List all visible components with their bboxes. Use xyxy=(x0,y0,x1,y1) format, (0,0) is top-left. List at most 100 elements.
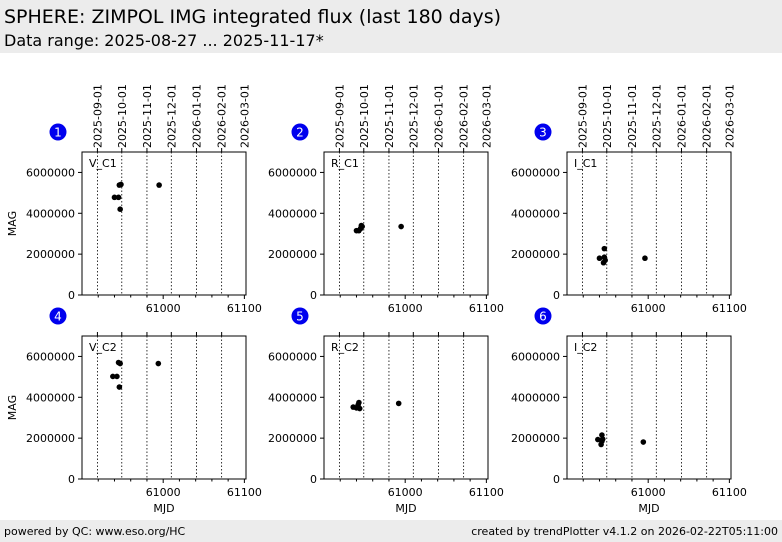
y-tick-label: 6000000 xyxy=(511,166,560,179)
y-tick-label: 2000000 xyxy=(26,432,75,445)
y-tick-label: 0 xyxy=(68,289,75,302)
y-tick-label: 4000000 xyxy=(268,391,317,404)
panel-number: 4 xyxy=(54,310,62,324)
series-label: R_C1 xyxy=(331,157,359,170)
x-tick-label: 61100 xyxy=(469,302,504,315)
y-tick-label: 6000000 xyxy=(26,166,75,179)
y-tick-label: 0 xyxy=(310,473,317,486)
top-date-label: 2026-02-01 xyxy=(458,84,471,148)
x-axis-label: MJD xyxy=(395,502,416,515)
panel-2: 0 2000000 4000000 6000000 61000 61100 2025-09-… xyxy=(268,84,504,315)
series-label: R_C2 xyxy=(331,341,359,354)
top-date-label: 2026-01-01 xyxy=(675,84,688,148)
top-date-label: 2026-01-01 xyxy=(190,84,203,148)
y-tick-label: 6000000 xyxy=(511,350,560,363)
top-date-label: 2025-12-01 xyxy=(407,84,420,148)
top-date-label: 2025-12-01 xyxy=(650,84,663,148)
panel-number: 6 xyxy=(539,310,547,324)
y-tick-label: 0 xyxy=(553,289,560,302)
top-date-label: 2025-11-01 xyxy=(626,84,639,148)
panel-1: 0 2000000 4000000 6000000 61000 61100 2025-09-… xyxy=(6,84,262,315)
panel-number-badge xyxy=(291,123,309,141)
panel-number-badge xyxy=(49,307,67,325)
page-subtitle: Data range: 2025-08-27 ... 2025-11-17* xyxy=(4,31,324,50)
top-date-label: 2026-03-01 xyxy=(480,84,493,148)
series-label: I_C1 xyxy=(574,157,597,170)
data-point xyxy=(601,245,608,252)
data-point xyxy=(114,373,120,380)
top-date-label: 2025-11-01 xyxy=(141,84,154,148)
y-axis-label: MAG xyxy=(6,395,19,420)
y-tick-label: 2000000 xyxy=(26,248,75,261)
y-tick-label: 2000000 xyxy=(511,248,560,261)
x-tick-label: 61000 xyxy=(388,302,423,315)
x-tick-label: 61100 xyxy=(712,486,747,499)
data-point xyxy=(118,181,124,188)
page-title: SPHERE: ZIMPOL IMG integrated flux (last… xyxy=(4,6,502,28)
y-tick-label: 6000000 xyxy=(26,350,75,363)
data-point xyxy=(156,182,162,188)
data-point xyxy=(359,223,365,230)
y-tick-label: 6000000 xyxy=(268,350,317,363)
top-date-label: 2025-10-01 xyxy=(116,84,129,148)
y-tick-label: 4000000 xyxy=(26,207,75,220)
series-label: I_C2 xyxy=(574,341,597,354)
y-tick-label: 4000000 xyxy=(511,391,560,404)
panel-5: 0 2000000 4000000 6000000 61000 61100 5 R_C2 MJD xyxy=(268,307,504,515)
panel-4: 0 2000000 4000000 6000000 61000 61100 4 V_C2 MAG… xyxy=(6,307,262,515)
plot-frame xyxy=(566,151,732,296)
footer-credit: powered by QC: www.eso.org/HC xyxy=(4,525,186,538)
panel-number: 5 xyxy=(296,310,304,324)
top-date-label: 2025-09-01 xyxy=(576,84,589,148)
plot-frame xyxy=(566,335,732,480)
x-tick-label: 61100 xyxy=(712,302,747,315)
plot-frame xyxy=(323,151,489,296)
y-tick-label: 4000000 xyxy=(26,391,75,404)
top-date-label: 2025-09-01 xyxy=(333,84,346,148)
panel-3: 0 2000000 4000000 6000000 61000 61100 2025-09-… xyxy=(511,84,747,315)
y-tick-label: 2000000 xyxy=(268,432,317,445)
panel-number: 3 xyxy=(539,126,547,140)
plot-frame xyxy=(81,335,247,480)
panel-number-badge xyxy=(49,123,67,141)
y-tick-label: 2000000 xyxy=(268,248,317,261)
data-point xyxy=(596,255,603,262)
top-date-label: 2026-03-01 xyxy=(238,84,251,148)
y-axis-label: MAG xyxy=(6,211,19,236)
x-tick-label: 61100 xyxy=(227,302,262,315)
y-tick-label: 6000000 xyxy=(268,166,317,179)
top-date-label: 2025-10-01 xyxy=(601,84,614,148)
top-date-label: 2026-02-01 xyxy=(216,84,229,148)
data-point xyxy=(599,436,606,442)
panel-number: 2 xyxy=(296,126,304,140)
top-date-label: 2026-01-01 xyxy=(432,84,445,148)
y-tick-label: 4000000 xyxy=(511,207,560,220)
data-point xyxy=(110,373,116,380)
x-tick-label: 61100 xyxy=(469,486,504,499)
data-point xyxy=(398,223,404,230)
x-tick-label: 61000 xyxy=(631,486,666,499)
top-date-label: 2025-12-01 xyxy=(165,84,178,148)
data-point xyxy=(356,399,362,406)
footer-created: created by trendPlotter v4.1.2 on 2026-0… xyxy=(471,525,778,538)
data-point xyxy=(395,400,402,407)
footer-bar: powered by QC: www.eso.org/HC created by… xyxy=(0,520,782,542)
x-tick-label: 61100 xyxy=(227,486,262,499)
plot-frame xyxy=(81,151,247,296)
header-bar: SPHERE: ZIMPOL IMG integrated flux (last… xyxy=(0,0,782,53)
data-point xyxy=(640,439,647,445)
data-point xyxy=(116,384,123,390)
panel-number-badge xyxy=(291,307,309,325)
data-point xyxy=(117,360,123,367)
plot-frame xyxy=(323,335,489,480)
top-date-label: 2025-11-01 xyxy=(383,84,396,148)
data-point xyxy=(602,257,608,264)
x-tick-label: 61000 xyxy=(388,486,423,499)
x-axis-label: MJD xyxy=(153,502,174,515)
top-date-label: 2025-09-01 xyxy=(91,84,104,148)
top-date-label: 2026-02-01 xyxy=(701,84,714,148)
panel-number-badge xyxy=(534,123,552,141)
y-tick-label: 2000000 xyxy=(511,432,560,445)
x-tick-label: 61000 xyxy=(631,302,666,315)
